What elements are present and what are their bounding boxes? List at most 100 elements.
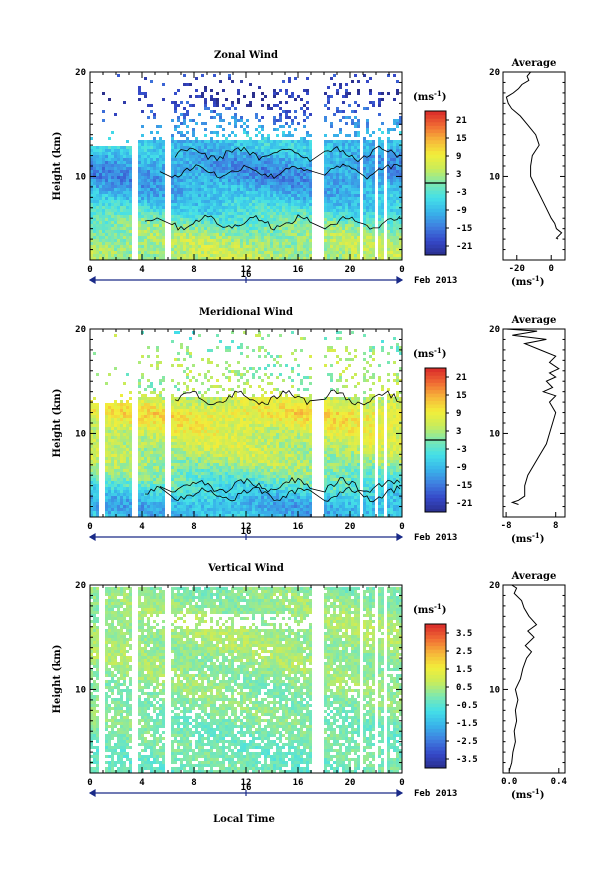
colorbar: 21 15 9 3 -3 -9 -15 -21 (ms-1) xyxy=(413,89,472,256)
colorbar-tick-label: 2.5 xyxy=(456,647,472,657)
x-tick-label: 16 xyxy=(293,522,304,532)
colorbar-tick-label: 0.5 xyxy=(456,683,472,693)
x-ticks xyxy=(89,72,403,260)
y-axis-label: Height (km) xyxy=(52,389,63,458)
average-frame xyxy=(502,584,566,774)
date-label: Feb 2013 xyxy=(414,276,457,286)
y-tick-label: 10 xyxy=(75,172,86,182)
average-profile: Average 10 20 -20 0 (ms-1) xyxy=(489,58,566,288)
x-tick-label: 20 xyxy=(345,778,356,788)
average-x-tick-label: -20 xyxy=(509,264,525,274)
colorbar-tick-label: -1.5 xyxy=(456,719,478,729)
colorbar: 21 15 9 3 -3 -9 -15 -21 (ms-1) xyxy=(413,346,472,513)
average-y-tick-label: 20 xyxy=(489,68,500,78)
average-line xyxy=(505,71,563,240)
x-tick-label: 0 xyxy=(87,265,92,275)
colorbar-unit: (ms-1) xyxy=(413,346,446,360)
average-profile: Average 10 20 0.0 0.4 (ms-1) xyxy=(489,571,567,801)
average-frame xyxy=(502,328,566,518)
average-title: Average xyxy=(511,58,557,69)
average-unit: (ms-1) xyxy=(511,531,544,545)
x-tick-label: 16 xyxy=(293,265,304,275)
y-tick-label: 20 xyxy=(75,581,86,591)
average-x-tick-label: -8 xyxy=(501,521,512,531)
x-tick-label: 12 xyxy=(241,522,252,532)
average-y-tick-label: 20 xyxy=(489,325,500,335)
y-ticks xyxy=(90,328,402,518)
colorbar-tick-label: 21 xyxy=(456,373,467,383)
x-tick-label: 0 xyxy=(399,265,404,275)
average-line xyxy=(506,328,560,505)
x-tick-label: 0 xyxy=(87,778,92,788)
panel-title: Meridional Wind xyxy=(199,307,293,318)
average-unit: (ms-1) xyxy=(511,274,544,288)
heatmap-cells xyxy=(90,331,402,517)
average-y-tick-label: 10 xyxy=(489,429,500,439)
average-line xyxy=(508,584,538,772)
colorbar-tick-label: 15 xyxy=(456,134,467,144)
x-axis-label: Local Time xyxy=(213,814,275,825)
y-tick-label: 10 xyxy=(75,429,86,439)
average-profile: Average 10 20 -8 8 (ms-1) xyxy=(489,315,566,545)
x-tick-label: 8 xyxy=(191,265,196,275)
x-tick-label: 20 xyxy=(345,522,356,532)
colorbar: 3.5 2.5 1.5 0.5 -0.5 -1.5 -2.5 -3.5 (ms-1) xyxy=(413,602,478,769)
colorbar-tick-label: -9 xyxy=(456,206,467,216)
heatmap-cells xyxy=(90,587,402,773)
colorbar-tick-label: -21 xyxy=(456,499,472,509)
x-tick-label: 4 xyxy=(139,265,145,275)
colorbar-tick-label: 1.5 xyxy=(456,665,472,675)
day-label: 16 xyxy=(241,527,252,537)
colorbar-tick-label: -3 xyxy=(456,445,467,455)
colorbar-tick-label: -15 xyxy=(456,481,472,491)
x-tick-label: 8 xyxy=(191,778,196,788)
average-frame xyxy=(502,71,566,261)
colorbar-unit: (ms-1) xyxy=(413,89,446,103)
colorbar-tick-label: -15 xyxy=(456,224,472,234)
y-tick-label: 10 xyxy=(75,685,86,695)
colorbar-tick-label: 3 xyxy=(456,170,461,180)
average-title: Average xyxy=(511,571,557,582)
average-x-tick-label: 0.0 xyxy=(501,777,517,787)
colorbar-tick-label: 9 xyxy=(456,409,461,419)
average-x-tick-label: 0.4 xyxy=(551,777,568,787)
date-label: Feb 2013 xyxy=(414,789,457,799)
x-tick-label: 12 xyxy=(241,265,252,275)
y-ticks xyxy=(90,584,402,774)
colorbar-tick-label: -21 xyxy=(456,242,472,252)
day-axis xyxy=(88,788,404,798)
colorbar-tick-label: 3.5 xyxy=(456,629,472,639)
average-y-tick-label: 10 xyxy=(489,172,500,182)
x-tick-label: 8 xyxy=(191,522,196,532)
day-axis xyxy=(88,532,404,542)
colorbar-tick-label: -3.5 xyxy=(456,755,478,765)
colorbar-tick-label: -9 xyxy=(456,463,467,473)
colorbar-tick-label: 15 xyxy=(456,391,467,401)
contour-lines xyxy=(144,389,401,503)
average-title: Average xyxy=(511,315,557,326)
average-y-tick-label: 20 xyxy=(489,581,500,591)
contour-lines xyxy=(144,145,401,231)
day-axis xyxy=(88,275,404,285)
colorbar-tick-label: -2.5 xyxy=(456,737,478,747)
x-tick-label: 4 xyxy=(139,522,145,532)
y-axis-label: Height (km) xyxy=(52,645,63,714)
x-tick-label: 20 xyxy=(345,265,356,275)
x-tick-label: 16 xyxy=(293,778,304,788)
x-tick-label: 0 xyxy=(399,778,404,788)
x-ticks xyxy=(89,585,403,773)
colorbar-tick-label: 21 xyxy=(456,116,467,126)
y-ticks xyxy=(90,71,402,261)
x-tick-label: 4 xyxy=(139,778,145,788)
x-ticks xyxy=(89,329,403,517)
average-x-tick-label: 0 xyxy=(549,264,554,274)
colorbar-tick-label: 3 xyxy=(456,427,461,437)
average-x-tick-label: 8 xyxy=(553,521,558,531)
y-tick-label: 20 xyxy=(75,68,86,78)
average-y-tick-label: 10 xyxy=(489,685,500,695)
heatmap-cells xyxy=(90,74,402,260)
panel-title: Zonal Wind xyxy=(214,50,278,61)
colorbar-tick-label: -3 xyxy=(456,188,467,198)
